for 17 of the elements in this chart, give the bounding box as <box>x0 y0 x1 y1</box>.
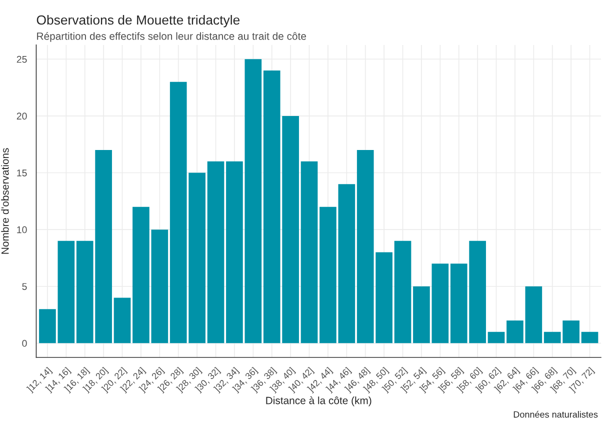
y-tick-label: 0 <box>22 340 27 347</box>
bar <box>394 240 412 344</box>
y-tick-label: 20 <box>16 112 27 120</box>
text: Données naturalistes <box>514 410 598 418</box>
bar <box>207 161 224 344</box>
y-tick-label: 5 <box>22 283 27 290</box>
y-tick-label: 10 <box>17 226 27 234</box>
y-tick-label: 25 <box>16 56 27 63</box>
x-axis-title: Distance à la côte (km) <box>266 396 372 406</box>
bar <box>581 332 598 344</box>
y-tick-label: 15 <box>17 170 27 176</box>
chart-title: Observations de Mouette tridactyle <box>36 14 240 28</box>
bar <box>300 161 318 344</box>
bar <box>488 332 505 344</box>
chart-subtitle: Répartition des effectifs selon leur distance au trait de côte <box>37 32 306 42</box>
bar <box>114 298 131 344</box>
y-axis-title: Nombre d'observations <box>1 148 9 254</box>
